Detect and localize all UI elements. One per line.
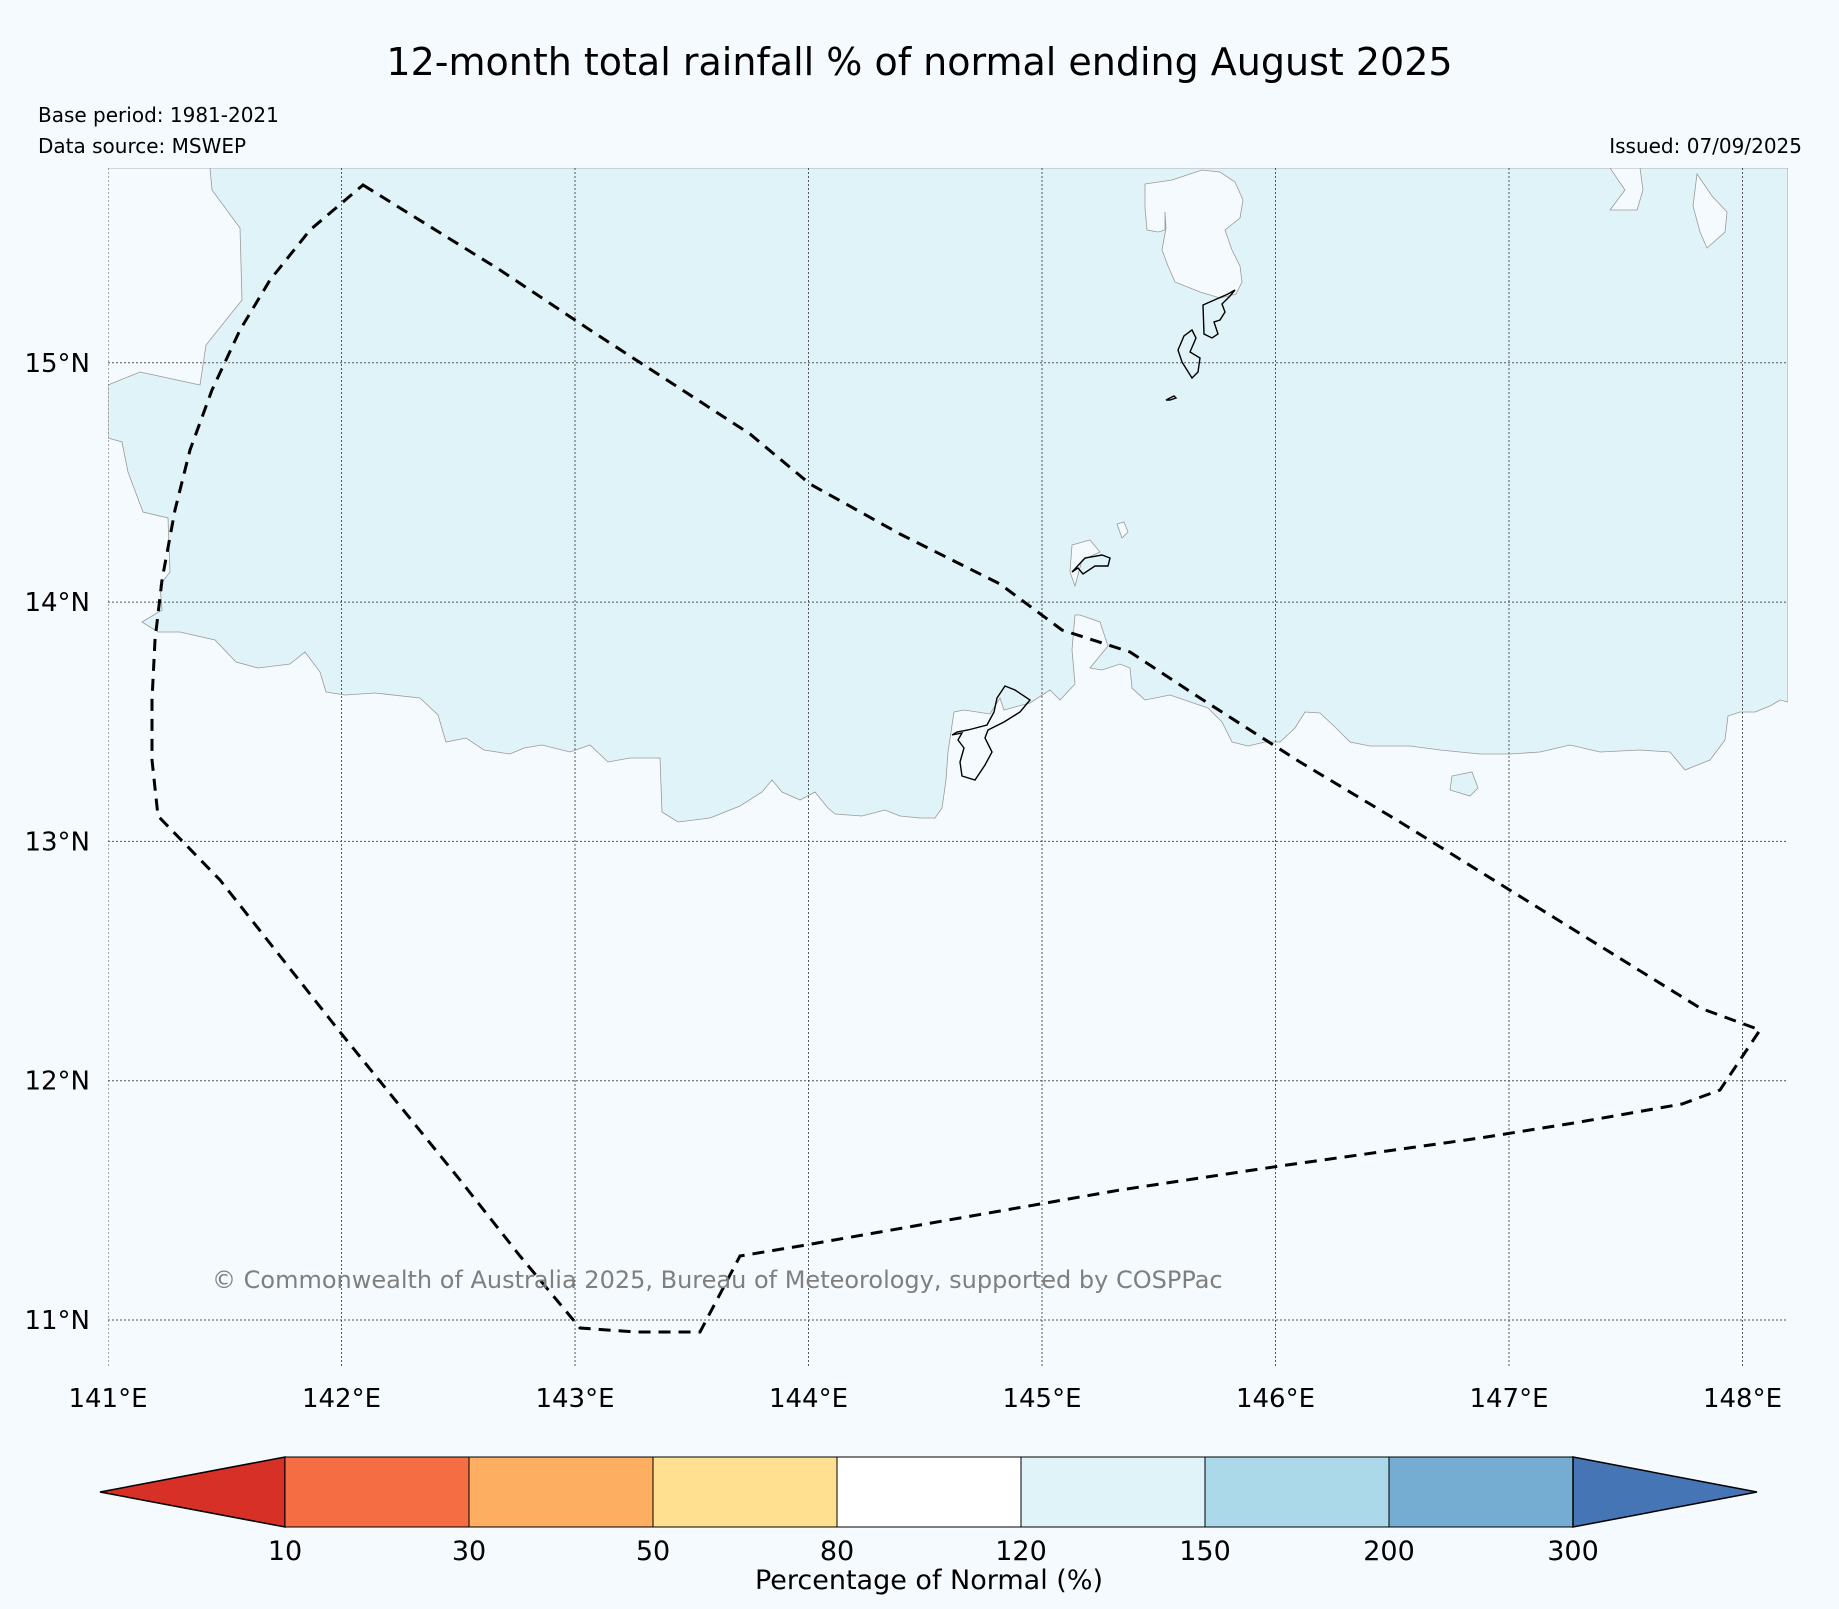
map-plot-area [108, 168, 1788, 1368]
lat-tick-label: 12°N [24, 1067, 90, 1097]
lon-tick-label: 148°E [1703, 1384, 1782, 1414]
colorbar-tick-label: 30 [452, 1536, 486, 1567]
colorbar-tick-label: 300 [1547, 1536, 1599, 1567]
colorbar-segment [468, 1456, 654, 1528]
island-saipan [1202, 289, 1236, 339]
lat-tick-label: 11°N [24, 1306, 90, 1336]
lon-tick-label: 142°E [302, 1384, 381, 1414]
copyright-text: © Commonwealth of Australia 2025, Bureau… [212, 1266, 1223, 1294]
map-title: 12-month total rainfall % of normal endi… [386, 40, 1453, 84]
lon-tick-label: 145°E [1002, 1384, 1081, 1414]
colorbar-segment [836, 1456, 1022, 1528]
colorbar-label: Percentage of Normal (%) [755, 1565, 1103, 1596]
lon-tick-label: 146°E [1236, 1384, 1315, 1414]
colorbar-tick-label: 120 [995, 1536, 1047, 1567]
latitude-tick-labels: 15°N 14°N 13°N 12°N 11°N [24, 349, 90, 1336]
colorbar-tick-label: 150 [1179, 1536, 1231, 1567]
island-rota [1071, 554, 1111, 575]
issued-date-text: Issued: 07/09/2025 [1609, 134, 1802, 158]
base-period-text: Base period: 1981-2021 [38, 103, 279, 127]
colorbar: 10 30 50 80 120 150 200 300 [99, 1456, 1758, 1567]
colorbar-tick-label: 80 [820, 1536, 854, 1567]
colorbar-tick-label: 50 [636, 1536, 670, 1567]
colorbar-segment [1388, 1456, 1574, 1528]
colorbar-tick-label: 200 [1363, 1536, 1415, 1567]
lat-tick-label: 13°N [24, 827, 90, 857]
longitude-tick-labels: 141°E 142°E 143°E 144°E 145°E 146°E 147°E 148°E [68, 1384, 1782, 1414]
island-guam [951, 685, 1032, 781]
latitude-gridlines [108, 362, 1788, 1321]
colorbar-segment [284, 1456, 470, 1528]
colorbar-extend-high [1572, 1456, 1758, 1528]
colorbar-segment [1204, 1456, 1390, 1528]
rainfall-shaded-region [108, 168, 1788, 823]
lat-tick-label: 14°N [24, 588, 90, 618]
island-outlines [951, 289, 1236, 781]
colorbar-segment [652, 1456, 838, 1528]
lon-tick-label: 141°E [68, 1384, 147, 1414]
island-tinian [1177, 328, 1201, 380]
colorbar-tick-label: 10 [268, 1536, 302, 1567]
lon-tick-label: 147°E [1469, 1384, 1548, 1414]
lon-tick-label: 143°E [535, 1384, 614, 1414]
lat-tick-label: 15°N [24, 349, 90, 379]
data-source-text: Data source: MSWEP [38, 134, 247, 158]
lon-tick-label: 144°E [769, 1384, 848, 1414]
colorbar-extend-low [99, 1456, 286, 1528]
eez-boundary-dashed [150, 183, 1763, 1334]
colorbar-segment [1020, 1456, 1206, 1528]
island-aguijan [1165, 395, 1178, 401]
